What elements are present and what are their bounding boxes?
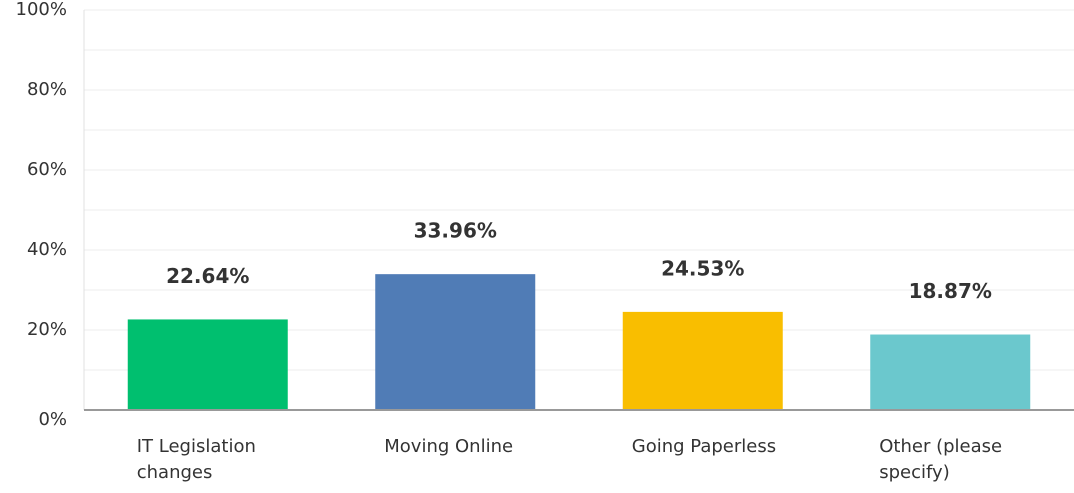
x-tick-label: Going Paperless	[631, 436, 777, 457]
data-label: 22.64%	[166, 264, 249, 288]
y-tick-label: 80%	[27, 79, 67, 100]
bar	[870, 334, 1031, 410]
x-tick-label: Other (please specify)	[879, 436, 1003, 483]
data-label: 33.96%	[414, 219, 497, 243]
y-tick-label: 0%	[38, 409, 67, 430]
y-tick-label: 60%	[27, 159, 67, 180]
data-label: 24.53%	[661, 256, 744, 280]
x-tick-label: IT Legislation changes	[136, 436, 256, 483]
bar	[375, 274, 536, 410]
y-tick-label: 40%	[27, 239, 67, 260]
y-tick-label: 20%	[27, 319, 67, 340]
x-tick-label: Moving Online	[384, 436, 514, 457]
y-tick-label: 100%	[16, 0, 67, 20]
data-label: 18.87%	[909, 279, 992, 303]
bar	[127, 319, 288, 410]
bar	[622, 311, 783, 410]
